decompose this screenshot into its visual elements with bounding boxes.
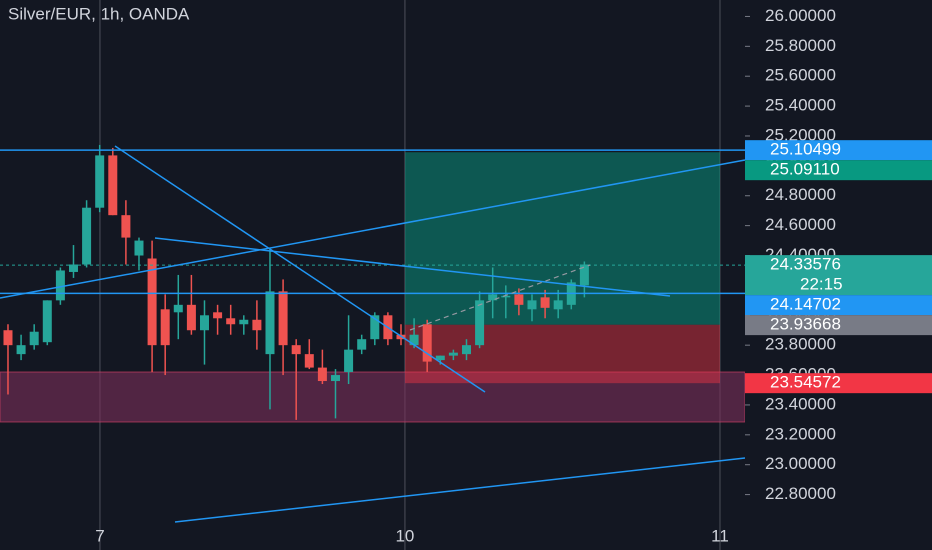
candle-body	[317, 367, 327, 382]
price-badge-label: 25.10499	[770, 140, 841, 159]
chart-title: Silver/EUR, 1h, OANDA	[8, 4, 190, 23]
price-axis: 22.8000023.0000023.2000023.4000023.60000…	[745, 0, 932, 550]
supply-zone	[0, 371, 746, 423]
candle-body	[160, 309, 170, 346]
candle-body	[68, 264, 78, 272]
candle-body	[370, 315, 380, 340]
candle-body	[82, 207, 92, 265]
candle-body	[448, 352, 458, 356]
y-tick-label: 23.80000	[765, 335, 836, 354]
candle-body	[461, 345, 471, 355]
x-tick-label: 11	[711, 526, 729, 545]
x-tick-label: 10	[395, 526, 414, 545]
price-badge	[745, 295, 932, 316]
candle-body	[304, 354, 314, 368]
candle-body	[147, 258, 157, 346]
candle-body	[278, 291, 288, 346]
y-tick-label: 24.80000	[765, 185, 836, 204]
candle-body	[488, 294, 498, 301]
price-badge	[745, 140, 932, 161]
y-tick-label: 22.80000	[765, 484, 836, 503]
price-badge-label: 24.33576	[770, 255, 841, 274]
y-tick-label: 23.20000	[765, 424, 836, 443]
price-badge	[745, 315, 932, 336]
candle-body	[108, 155, 118, 216]
candle-body	[357, 339, 367, 350]
candle-body	[330, 375, 340, 382]
candle-body	[501, 295, 511, 298]
candle-body	[173, 304, 183, 313]
y-tick-label: 25.20000	[765, 125, 836, 144]
candle-body	[579, 264, 589, 286]
price-badge-label: 25.09110	[770, 160, 840, 179]
price-badge	[745, 160, 932, 181]
y-tick-label: 26.00000	[765, 6, 836, 25]
candle-body	[134, 240, 144, 256]
candle-body	[344, 349, 354, 373]
candle-layer	[0, 144, 745, 420]
candle-body	[475, 300, 485, 346]
y-tick-label: 25.80000	[765, 36, 836, 55]
candle-body	[95, 155, 105, 208]
y-tick-label: 23.00000	[765, 454, 836, 473]
candle-body	[291, 345, 301, 355]
price-badge	[745, 255, 932, 296]
trend-line	[114, 145, 486, 393]
candle-body	[514, 294, 524, 305]
candle-body	[42, 300, 52, 343]
price-badge-label: 24.14702	[770, 295, 841, 314]
price-badge	[745, 373, 932, 394]
candle-body	[226, 318, 236, 325]
candle-body	[252, 319, 262, 331]
drawing-layer	[0, 145, 746, 523]
countdown-label: 22:15	[800, 275, 843, 294]
candle-body	[199, 315, 209, 331]
y-tick-label: 24.60000	[765, 215, 836, 234]
candle-body	[422, 324, 432, 362]
trend-line	[174, 457, 746, 523]
candle-body	[553, 300, 563, 310]
x-tick-label: 7	[95, 526, 104, 545]
y-tick-label: 25.60000	[765, 66, 836, 85]
candle-body	[3, 330, 13, 346]
projection-line	[409, 264, 591, 331]
y-tick-label: 23.40000	[765, 394, 836, 413]
candle-body	[16, 345, 26, 355]
candle-body	[29, 331, 39, 346]
candle-body	[435, 355, 445, 361]
trend-line	[0, 159, 746, 299]
candle-body	[55, 270, 65, 301]
candle-body	[527, 300, 537, 310]
y-tick-label: 25.40000	[765, 96, 836, 115]
price-badge-label: 23.54572	[770, 373, 841, 392]
candle-body	[213, 312, 223, 319]
profit-zone	[405, 152, 720, 325]
candle-body	[265, 291, 275, 355]
candle-body	[540, 297, 550, 308]
trend-line	[154, 237, 671, 297]
candle-body	[239, 319, 249, 325]
candle-body	[121, 215, 131, 238]
price-badge-label: 23.93668	[770, 315, 841, 334]
candle-body	[409, 334, 419, 346]
candle-body	[186, 304, 196, 331]
